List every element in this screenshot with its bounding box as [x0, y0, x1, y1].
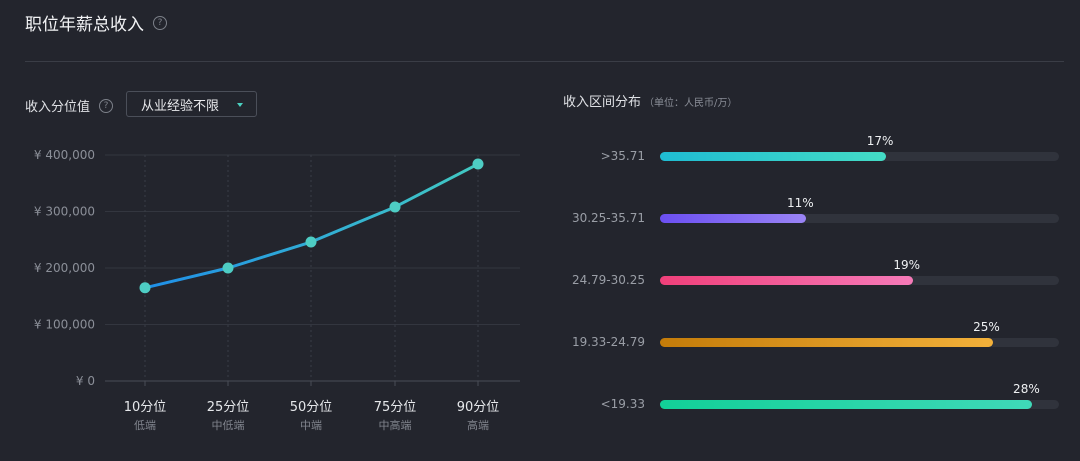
data-point[interactable] [389, 201, 401, 213]
bar-value-label: 19% [893, 258, 921, 272]
distribution-row: 19.33-24.79 25% [540, 316, 1070, 356]
percentile-label: 收入分位值 ? [25, 96, 114, 115]
distribution-row: >35.71 17% [540, 130, 1070, 170]
bar-value-label: 11% [786, 196, 814, 210]
bar[interactable] [660, 400, 1033, 409]
distribution-title-text: 收入区间分布 [563, 95, 642, 110]
range-label: 30.25-35.71 [571, 211, 645, 225]
range-label: <19.33 [600, 397, 645, 411]
bar[interactable] [660, 338, 993, 347]
x-tick-label: 25分位 [207, 400, 250, 415]
bar[interactable] [660, 214, 807, 223]
distribution-unit: （单位：人民币/万） [644, 98, 738, 109]
y-tick-label: ¥ 300,000 [34, 205, 95, 219]
x-tick-sublabel: 中高端 [379, 418, 412, 432]
data-point[interactable] [139, 282, 151, 294]
range-label: 24.79-30.25 [571, 273, 645, 287]
x-tick-sublabel: 中低端 [212, 419, 245, 432]
percentile-help-icon[interactable]: ? [99, 98, 114, 113]
data-point[interactable] [305, 236, 317, 248]
x-tick-label: 50分位 [290, 400, 333, 415]
bar[interactable] [660, 152, 887, 161]
bar-track: 28% [660, 382, 1059, 409]
y-tick-label: ¥ 200,000 [34, 261, 95, 275]
section-divider [25, 61, 1064, 62]
page-title: 职位年薪总收入 ? [25, 10, 167, 35]
bar-track: 25% [660, 320, 1059, 347]
percentile-line-chart: ¥ 0¥ 100,000¥ 200,000¥ 300,000¥ 400,000 … [34, 148, 520, 432]
bar-value-label: 17% [866, 134, 894, 148]
y-tick-label: ¥ 400,000 [34, 148, 95, 162]
distribution-title: 收入区间分布 （单位：人民币/万） [563, 91, 737, 110]
y-tick-label: ¥ 100,000 [34, 318, 95, 332]
data-point[interactable] [222, 262, 234, 274]
distribution-row: 30.25-35.71 11% [540, 192, 1070, 232]
data-point[interactable] [472, 158, 484, 170]
experience-dropdown[interactable]: 从业经验不限 [126, 91, 257, 117]
x-tick-label: 75分位 [374, 400, 417, 415]
distribution-row: <19.33 28% [540, 378, 1070, 418]
bar-track: 11% [660, 196, 1059, 223]
caret-down-icon [237, 103, 243, 107]
x-tick-sublabel: 中端 [300, 419, 322, 432]
x-tick-label: 90分位 [457, 400, 500, 415]
question-circle-icon[interactable]: ? [153, 15, 167, 30]
range-label: >35.71 [600, 149, 645, 163]
distribution-row: 24.79-30.25 19% [540, 254, 1070, 294]
x-tick-label: 10分位 [124, 400, 167, 415]
bar-value-label: 25% [973, 320, 1000, 334]
bar-value-label: 28% [1013, 382, 1040, 396]
range-label: 19.33-24.79 [571, 335, 645, 349]
bar-track: 19% [660, 258, 1059, 285]
bar[interactable] [660, 276, 913, 285]
bar-track: 17% [660, 134, 1059, 161]
x-tick-sublabel: 低端 [134, 419, 156, 432]
page-title-text: 职位年薪总收入 [25, 15, 144, 35]
y-tick-label: ¥ 0 [76, 374, 95, 388]
experience-dropdown-value: 从业经验不限 [141, 98, 220, 114]
percentile-label-text: 收入分位值 [25, 100, 91, 115]
x-tick-sublabel: 高端 [467, 418, 489, 432]
